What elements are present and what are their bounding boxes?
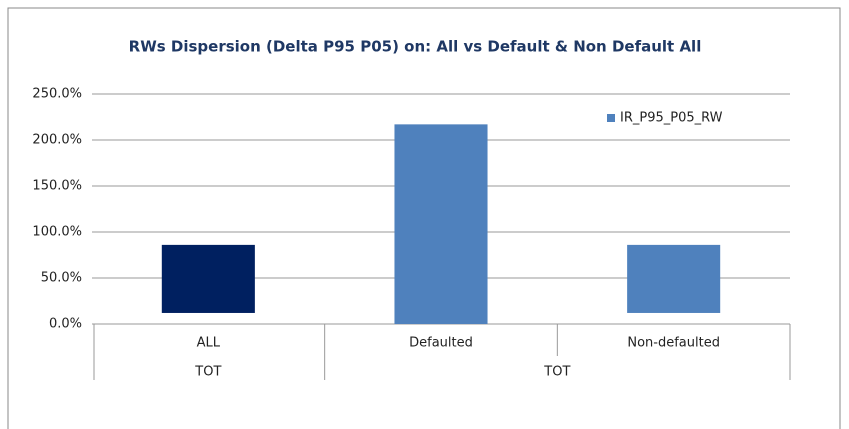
group-label: TOT: [194, 365, 221, 380]
x-tick-label: Defaulted: [409, 336, 473, 351]
y-tick-label: 250.0%: [32, 87, 82, 102]
chart-title: RWs Dispersion (Delta P95 P05) on: All v…: [129, 38, 702, 56]
bar: [394, 124, 488, 324]
bar: [161, 244, 255, 313]
y-tick-label: 150.0%: [32, 179, 82, 194]
x-tick-label: ALL: [197, 336, 221, 351]
group-label: TOT: [543, 365, 570, 380]
x-tick-label: Non-defaulted: [627, 336, 720, 351]
chart-border: [7, 7, 841, 429]
y-tick-label: 200.0%: [32, 133, 82, 148]
y-tick-label: 0.0%: [49, 317, 82, 332]
legend-label: IR_P95_P05_RW: [620, 111, 723, 126]
bar: [627, 244, 721, 313]
y-tick-label: 50.0%: [41, 271, 82, 286]
y-tick-label: 100.0%: [32, 225, 82, 240]
legend-swatch: [607, 114, 615, 122]
